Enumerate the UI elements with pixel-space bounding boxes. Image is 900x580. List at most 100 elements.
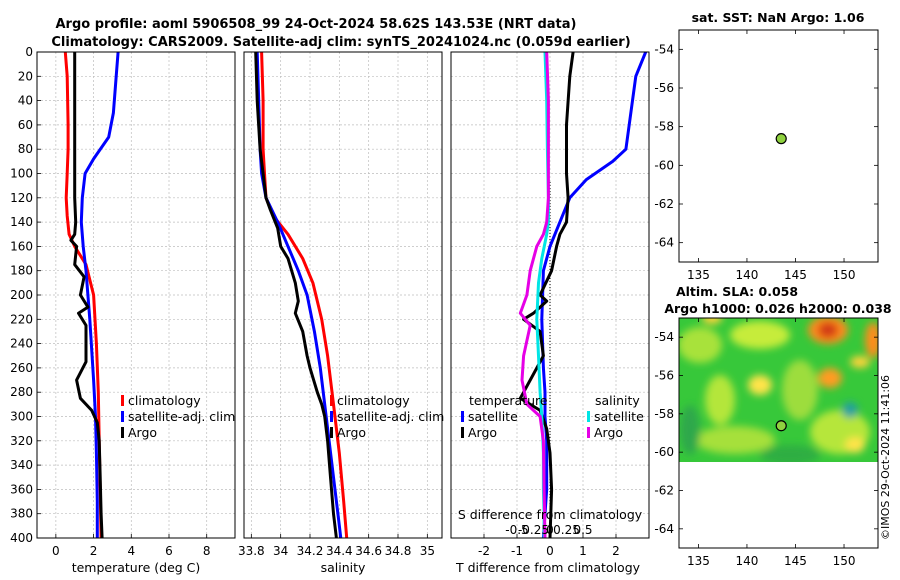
y-tick-label: 20 [18,69,33,83]
x-tick-label: 150 [833,554,856,568]
y-tick-label: 80 [18,142,33,156]
y-tick-label: -60 [654,445,674,459]
y-tick-label: 180 [10,264,33,278]
x-tick-label: 34.8 [385,544,412,558]
sla-heatmap [679,318,878,462]
x-tick-label: 33.8 [238,544,265,558]
legend-swatch [330,427,333,438]
x-axis-label: salinity [321,560,366,575]
y-tick-label: -56 [654,81,674,95]
sla-map-panel: Altim. SLA: 0.058 Argo h1000: 0.026 h2000… [654,284,891,568]
x-tick-label: 135 [687,554,710,568]
y-tick-label: -60 [654,158,674,172]
figure-title-line1: Argo profile: aoml 5906508_99 24-Oct-202… [56,17,577,32]
x-tick-label: 34.2 [297,544,324,558]
axes-frame [36,51,236,539]
legend-swatch [121,395,124,406]
x-tick-label: 2 [612,544,620,558]
legend-title-salinity: salinity [595,393,640,408]
y-tick-label: 360 [10,482,33,496]
y-tick-label: 240 [10,337,33,351]
x-tick-label: -1 [511,544,523,558]
y-tick-label: -54 [654,330,674,344]
sla-subtitle: Argo h1000: 0.026 h2000: 0.038 [664,301,891,316]
legend-title-temperature: temperature [469,393,548,408]
legend-label: satellite-adj. clim [337,409,444,424]
x-tick-label: 145 [784,268,807,282]
legend-label: satellite [468,409,518,424]
top-tick-label: 0.25 [553,523,580,537]
y-tick-label: -64 [654,236,674,250]
series-line-satellite-adj-clim [79,51,120,538]
y-tick-label: 220 [10,312,33,326]
legend-label: climatology [337,393,410,408]
legend-swatch [330,411,333,422]
y-tick-label: 200 [10,288,33,302]
x-tick-label: 6 [165,544,173,558]
y-tick-label: 0 [25,45,33,59]
axes-frame [678,29,879,263]
y-tick-label: -62 [654,484,674,498]
sst-map-panel: sat. SST: NaN Argo: 1.06 135 140 145 150 -54 -… [654,10,879,282]
argo-location-marker [775,420,787,432]
x-tick-label: 8 [203,544,211,558]
figure-title-line2: Climatology: CARS2009. Satellite-adj cli… [51,35,630,50]
y-tick-label: -58 [654,407,674,421]
legend-label: Argo [594,425,623,440]
series-line-temperature-satellite [540,51,648,539]
top-tick-label: 0 [546,523,554,537]
legend-swatch [121,411,124,422]
x-tick-label: 0 [52,544,60,558]
y-tick-label: -54 [654,42,674,56]
x-tick-label: -2 [478,544,490,558]
series-line-climatology [260,51,349,539]
y-tick-label: 320 [10,434,33,448]
y-tick-label: 300 [10,410,33,424]
legend-swatch [461,427,464,438]
legend-label: satellite [594,409,644,424]
x-tick-label: 2 [90,544,98,558]
x-tick-label: 1 [579,544,587,558]
top-tick-label: -0.25 [518,523,549,537]
legend-label: climatology [128,393,201,408]
y-tick-label: 140 [10,215,33,229]
y-tick-label: 100 [10,167,33,181]
legend-swatch [587,427,590,438]
x-tick-label: 34 [273,544,288,558]
legend-swatch [121,427,124,438]
y-tick-label: -56 [654,369,674,383]
x-tick-label: 4 [127,544,135,558]
x-tick-label: 35 [420,544,435,558]
x-axis-label: temperature (deg C) [72,560,201,575]
legend-label: satellite-adj. clim [128,409,235,424]
y-tick-label: 60 [18,118,33,132]
axes-frame [243,51,443,539]
axes-frame [450,51,650,539]
legend-label: Argo [468,425,497,440]
axes-frame [678,317,879,549]
series-line-argo [69,52,104,539]
y-tick-label: 280 [10,385,33,399]
x-tick-label: 34.4 [326,544,353,558]
x-tick-label: 145 [784,554,807,568]
y-tick-label: 120 [10,191,33,205]
legend-label: Argo [337,425,366,440]
y-tick-label: 260 [10,361,33,375]
x-tick-label: 140 [735,554,758,568]
salinity-profile-panel: 33.8 34 34.2 34.4 34.6 34.8 35 salinity climatol… [238,51,444,575]
temperature-profile-panel: 0 2 4 6 802040608010012014016018020022024026… [10,45,236,575]
y-tick-label: 40 [18,94,33,108]
sla-title: Altim. SLA: 0.058 [676,284,798,299]
imos-timestamp: ©IMOS 29-Oct-2024 11:41:06 [879,375,892,540]
y-tick-label: 380 [10,507,33,521]
x-tick-label: 0 [546,544,554,558]
legend-swatch [330,395,333,406]
series-line-salinity-argo [518,51,550,539]
y-tick-label: 400 [10,531,33,545]
x-axis-label: T difference from climatology [455,560,641,575]
y-tick-label: -62 [654,197,674,211]
y-tick-label: 340 [10,458,33,472]
x-tick-label: 34.6 [355,544,382,558]
argo-location-marker [775,133,787,145]
